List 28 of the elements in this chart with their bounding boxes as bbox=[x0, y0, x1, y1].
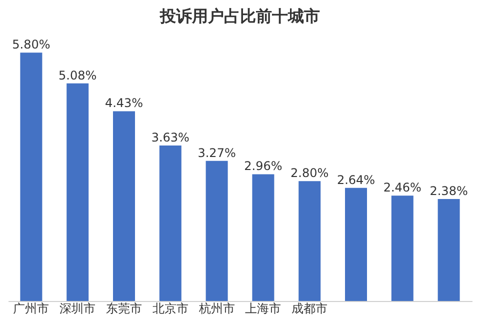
bar bbox=[438, 199, 460, 301]
bar bbox=[20, 52, 42, 301]
data-label: 2.46% bbox=[383, 180, 422, 195]
x-tick-label: 杭州市 bbox=[198, 302, 235, 316]
bar bbox=[66, 83, 89, 301]
bar bbox=[206, 160, 228, 301]
bar bbox=[113, 111, 135, 301]
chart-title: 投诉用户占比前十城市 bbox=[159, 6, 320, 26]
bar bbox=[345, 188, 367, 301]
data-label: 2.96% bbox=[244, 159, 282, 174]
data-label: 3.27% bbox=[198, 146, 236, 160]
data-label: 4.43% bbox=[104, 96, 144, 110]
data-label: 2.80% bbox=[290, 166, 329, 180]
bar bbox=[298, 181, 321, 301]
bar bbox=[391, 196, 414, 301]
data-label: 5.08% bbox=[58, 68, 97, 82]
x-tick-label: 广州市 bbox=[13, 302, 50, 316]
x-tick-label: 北京市 bbox=[152, 302, 188, 316]
x-tick-label: 深圳市 bbox=[60, 302, 96, 316]
data-label: 3.63% bbox=[151, 130, 190, 145]
data-label: 5.80% bbox=[12, 38, 50, 52]
x-tick-label: 成都市 bbox=[292, 302, 328, 316]
bar bbox=[159, 146, 182, 301]
data-label: 2.64% bbox=[336, 172, 376, 187]
x-tick-label: 上海市 bbox=[245, 302, 282, 316]
x-tick-label: 东莞市 bbox=[106, 302, 142, 316]
bar bbox=[252, 174, 274, 301]
data-label: 2.38% bbox=[430, 184, 468, 198]
